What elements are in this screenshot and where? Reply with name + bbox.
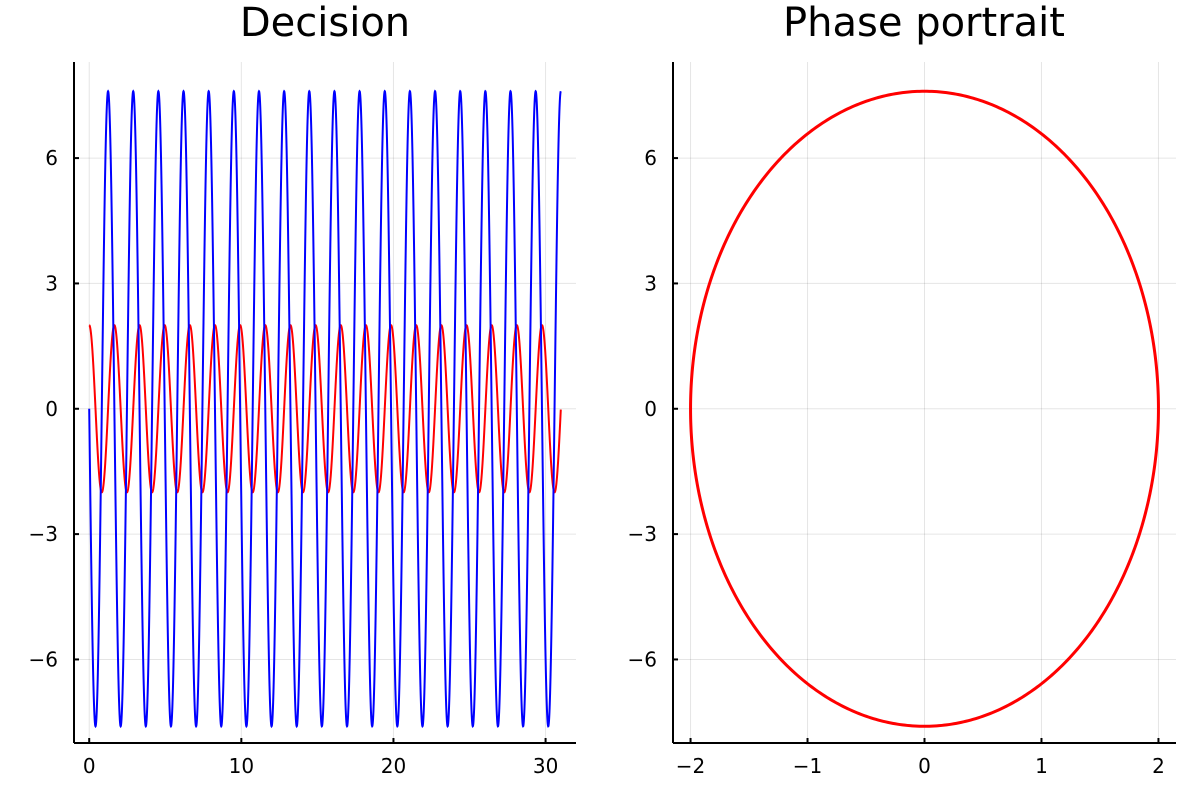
x-tick-label: 10 <box>229 754 254 778</box>
y-tick-label: 6 <box>644 146 657 170</box>
decision-plot: Decision 0 10 20 30 −6 −3 0 3 6 <box>29 0 576 778</box>
y-tick-label: 0 <box>644 397 657 421</box>
series-blue-line <box>88 89 562 729</box>
phase-portrait-series <box>689 89 1160 728</box>
series-red-line <box>88 324 562 494</box>
y-tick-label: −6 <box>29 647 58 671</box>
x-tick-label: 20 <box>381 754 406 778</box>
decision-title: Decision <box>240 0 410 46</box>
phase-portrait-axes <box>672 62 1176 744</box>
y-tick-label: 3 <box>45 271 58 295</box>
y-tick-label: 6 <box>45 146 58 170</box>
decision-tick-labels: 0 10 20 30 −6 −3 0 3 6 <box>29 146 559 778</box>
y-tick-label: −6 <box>628 647 657 671</box>
phase-portrait-plot: Phase portrait −2 −1 0 1 2 −6 −3 0 3 6 <box>628 0 1176 778</box>
phase-portrait-tick-labels: −2 −1 0 1 2 −6 −3 0 3 6 <box>628 146 1165 778</box>
x-tick-label: −2 <box>676 754 705 778</box>
y-tick-label: −3 <box>29 522 58 546</box>
decision-axes <box>73 62 576 744</box>
phase-portrait-title: Phase portrait <box>783 0 1065 46</box>
decision-series <box>88 89 562 729</box>
x-tick-label: 1 <box>1035 754 1048 778</box>
phase-portrait-grid <box>673 62 1176 743</box>
x-tick-label: 0 <box>83 754 96 778</box>
phase-ellipse-line <box>689 89 1160 728</box>
x-tick-label: 0 <box>918 754 931 778</box>
y-tick-label: −3 <box>628 522 657 546</box>
x-tick-label: 30 <box>533 754 558 778</box>
x-tick-label: −1 <box>793 754 822 778</box>
x-tick-label: 2 <box>1152 754 1165 778</box>
y-tick-label: 3 <box>644 271 657 295</box>
y-tick-label: 0 <box>45 397 58 421</box>
